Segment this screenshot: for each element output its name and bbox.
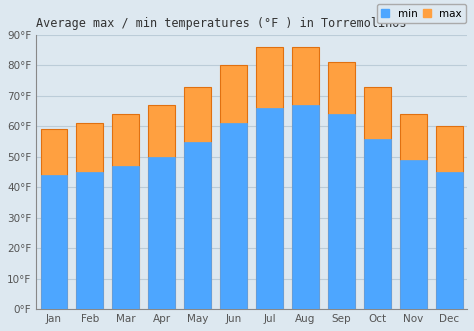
Bar bbox=[184, 87, 211, 309]
Bar bbox=[148, 105, 175, 309]
Bar bbox=[328, 114, 355, 309]
Bar bbox=[436, 126, 463, 309]
Bar bbox=[256, 108, 283, 309]
Bar bbox=[41, 129, 67, 309]
Bar bbox=[220, 65, 247, 309]
Bar bbox=[112, 114, 139, 309]
Bar bbox=[184, 142, 211, 309]
Legend: min, max: min, max bbox=[377, 4, 466, 23]
Bar bbox=[328, 62, 355, 309]
Bar bbox=[256, 47, 283, 309]
Bar bbox=[400, 160, 427, 309]
Bar bbox=[112, 166, 139, 309]
Bar bbox=[76, 123, 103, 309]
Bar bbox=[41, 175, 67, 309]
Bar bbox=[400, 114, 427, 309]
Bar bbox=[364, 138, 391, 309]
Text: Average max / min temperatures (°F ) in Torremolinos: Average max / min temperatures (°F ) in … bbox=[36, 17, 407, 29]
Bar bbox=[76, 172, 103, 309]
Bar bbox=[292, 47, 319, 309]
Bar bbox=[148, 157, 175, 309]
Bar bbox=[292, 105, 319, 309]
Bar bbox=[364, 87, 391, 309]
Bar bbox=[436, 172, 463, 309]
Bar bbox=[220, 123, 247, 309]
